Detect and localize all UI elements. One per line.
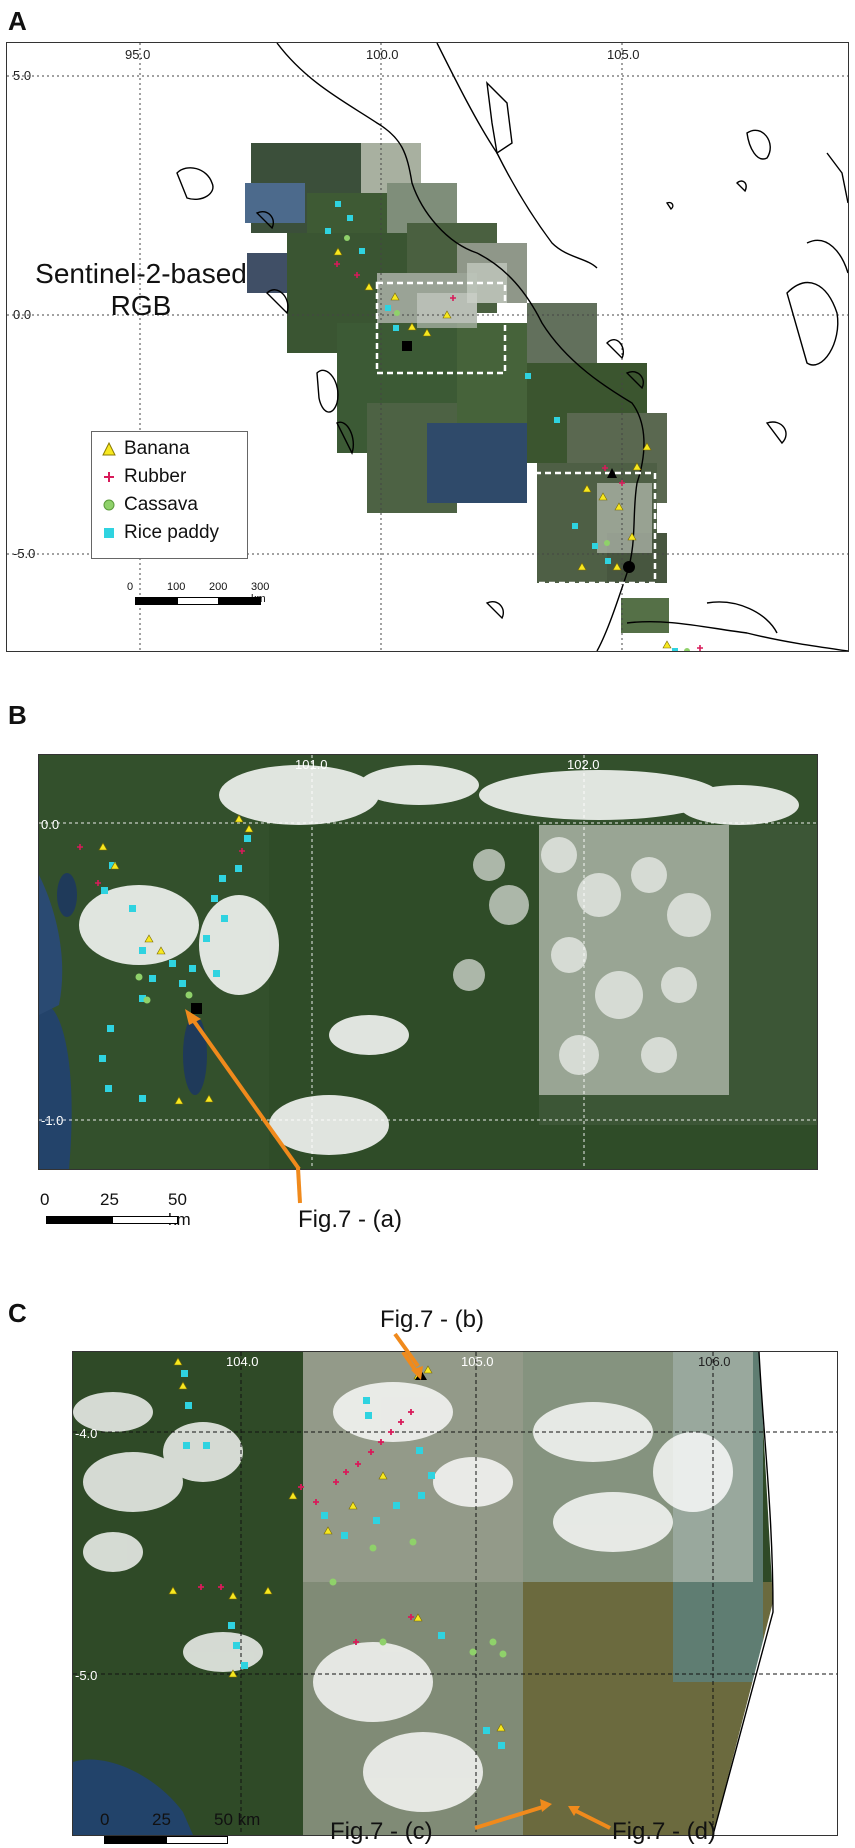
panel-letter-b: B: [8, 700, 27, 730]
scale-label: 200: [209, 581, 228, 593]
sample-points-a: [325, 201, 703, 651]
map-panel-a: 95.0 100.0 105.0 5.0 0.0 -5.0 Sentinel-2…: [6, 42, 849, 652]
fig7a-marker: [191, 1003, 202, 1014]
scale-label: 100: [167, 581, 186, 593]
map-legend: Banana Rubber Cassava Rice paddy: [91, 431, 248, 559]
lon-tick: 105.0: [461, 1354, 494, 1369]
scale-label: 0: [100, 1810, 110, 1829]
lat-tick: 5.0: [13, 68, 32, 83]
lon-tick: 106.0: [698, 1354, 731, 1369]
lon-tick: 104.0: [226, 1354, 259, 1369]
scale-label: 0: [40, 1190, 50, 1209]
scale-label: 50 km: [214, 1810, 261, 1829]
lat-tick: -5.0: [75, 1668, 98, 1683]
map-title: Sentinel-2-based RGB: [21, 258, 261, 322]
lat-tick: -4.0: [75, 1426, 98, 1441]
lat-tick: -1.0: [41, 1113, 64, 1128]
scale-label: 25: [152, 1810, 171, 1829]
legend-label: Banana: [124, 438, 190, 459]
circle-icon: [103, 499, 115, 511]
plus-icon: [104, 472, 114, 482]
scale-bar-b: 0 25 50 km: [40, 1190, 200, 1230]
sentinel-tile-mosaic: [245, 143, 669, 633]
panel-letter-a: A: [8, 6, 27, 36]
scale-bar-c: 0 25 50 km: [100, 1810, 270, 1848]
square-icon: [104, 528, 114, 538]
panel-b-satellite: [39, 755, 817, 1169]
scale-label: 0: [127, 581, 134, 593]
study-area-boxes: [375, 281, 657, 585]
legend-label: Cassava: [124, 494, 198, 515]
legend-label: Rubber: [124, 466, 187, 487]
map-panel-b: 101.0 102.0 0.0 -1.0: [38, 754, 818, 1170]
lat-tick: 0.0: [41, 817, 60, 832]
panel-letter-c: C: [8, 1298, 27, 1328]
scale-label: 50 km: [168, 1190, 191, 1229]
legend-item-rice-paddy: Rice paddy: [102, 522, 219, 544]
lat-tick: -5.0: [13, 546, 36, 561]
legend-item-cassava: Cassava: [102, 494, 198, 516]
sumatra-overview-map: [7, 43, 848, 651]
map-title-line2: RGB: [110, 290, 172, 322]
legend-label: Rice paddy: [124, 522, 220, 543]
map-panel-c: 104.0 105.0 106.0 -4.0 -5.0: [72, 1351, 838, 1836]
legend-item-banana: Banana: [102, 438, 190, 460]
lon-tick: 100.0: [366, 47, 399, 62]
scale-label: 25: [100, 1190, 119, 1209]
lat-tick: 0.0: [13, 307, 32, 322]
callout-fig7a: Fig.7 - (a): [298, 1206, 403, 1233]
lon-tick: 102.0: [567, 757, 600, 772]
callout-fig7c: Fig.7 - (c): [330, 1818, 433, 1845]
triangle-icon: [102, 442, 116, 456]
map-title-line1: Sentinel-2-based: [35, 258, 247, 289]
lon-tick: 95.0: [125, 47, 151, 62]
lon-tick: 105.0: [607, 47, 640, 62]
legend-item-rubber: Rubber: [102, 466, 186, 488]
lon-tick: 101.0: [295, 757, 328, 772]
callout-fig7b: Fig.7 - (b): [380, 1306, 485, 1333]
scale-bar-a: 0 100 200 300 km: [127, 581, 277, 609]
panel-c-satellite: [73, 1352, 837, 1835]
callout-fig7d: Fig.7 - (d): [612, 1818, 717, 1845]
